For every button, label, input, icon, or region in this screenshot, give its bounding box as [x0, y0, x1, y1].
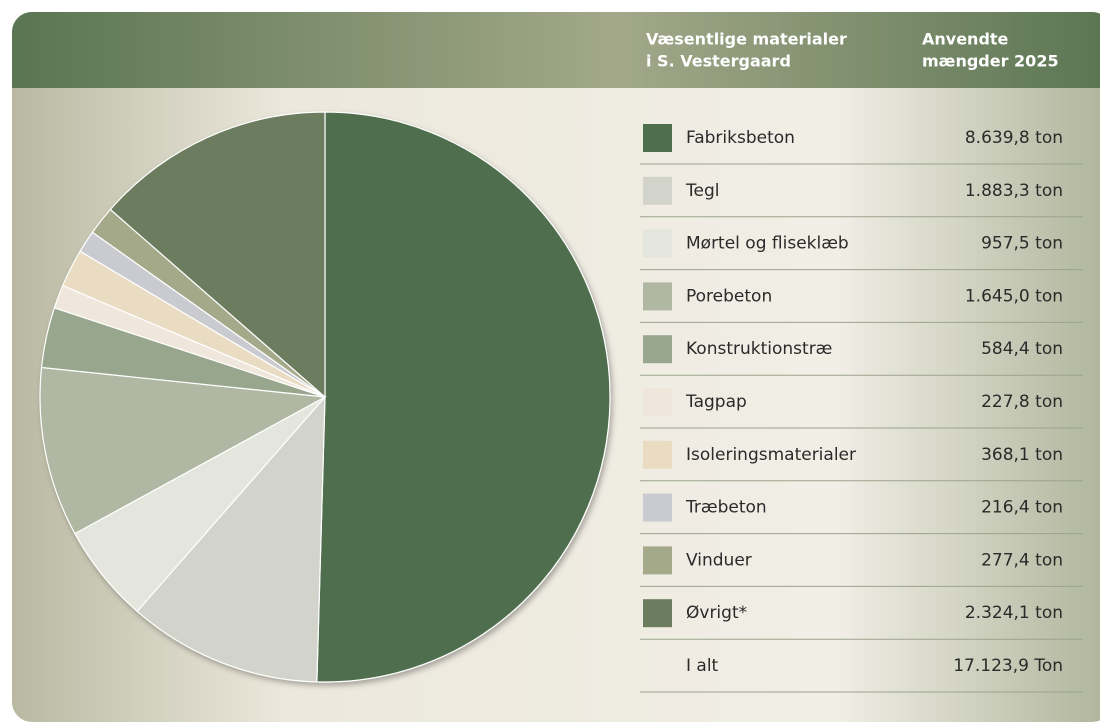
value-label: 584,4 ton	[981, 339, 1063, 359]
header-text: mængder 2025	[922, 52, 1059, 71]
legend-swatch	[643, 546, 672, 575]
legend-swatch	[643, 229, 672, 258]
header-text: i S. Vestergaard	[646, 52, 791, 71]
legend-swatch	[643, 388, 672, 416]
legend-label: Mørtel og fliseklæb	[686, 234, 849, 254]
legend-label: Tegl	[685, 181, 719, 201]
total-value: 17.123,9 Ton	[953, 656, 1063, 676]
legend-label: Vinduer	[686, 550, 752, 570]
legend-swatch	[643, 335, 672, 364]
legend-swatch	[643, 493, 672, 522]
value-label: 957,5 ton	[981, 234, 1063, 254]
legend-label: Træbeton	[685, 498, 767, 518]
value-label: 227,8 ton	[981, 392, 1063, 412]
legend-swatch	[643, 440, 672, 469]
legend-label: Tagpap	[685, 392, 747, 412]
total-label: I alt	[686, 656, 719, 676]
value-label: 2.324,1 ton	[965, 603, 1063, 623]
legend-swatch	[643, 599, 672, 628]
legend-swatch	[643, 282, 672, 311]
header-band	[12, 12, 1100, 88]
legend-label: Konstruktionstræ	[686, 339, 832, 359]
pie-slice	[316, 111, 611, 683]
value-label: 8.639,8 ton	[965, 128, 1063, 148]
header-text: Væsentlige materialer	[646, 30, 847, 49]
legend-label: Isoleringsmaterialer	[686, 445, 856, 465]
pie-slice	[136, 395, 326, 683]
value-label: 1.645,0 ton	[965, 286, 1063, 306]
value-label: 368,1 ton	[981, 445, 1063, 465]
header-text: Anvendte	[922, 30, 1009, 49]
value-label: 216,4 ton	[981, 498, 1063, 518]
legend-label: Øvrigt*	[686, 603, 747, 623]
legend-swatch	[643, 176, 672, 205]
value-label: 1.883,3 ton	[965, 181, 1063, 201]
legend-label: Fabriksbeton	[686, 128, 795, 148]
pie	[39, 111, 611, 683]
pie-slice	[39, 366, 327, 535]
value-label: 277,4 ton	[981, 550, 1063, 570]
legend-swatch	[643, 124, 672, 152]
legend-label: Porebeton	[686, 286, 772, 306]
pie-slice	[109, 111, 326, 399]
